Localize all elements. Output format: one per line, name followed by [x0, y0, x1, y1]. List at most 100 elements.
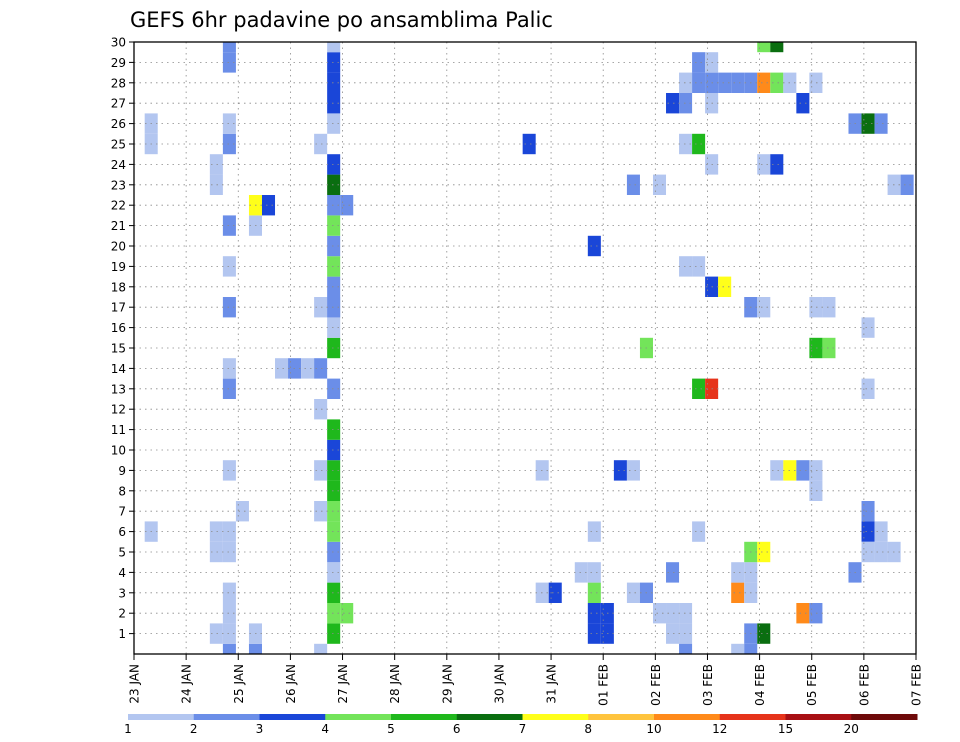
precip-cell [861, 521, 875, 542]
precip-cell [327, 276, 341, 297]
precip-cell [822, 337, 836, 359]
precip-cell [327, 521, 341, 542]
precip-cell [679, 133, 693, 155]
precip-cell [314, 399, 328, 420]
precip-cell [861, 541, 875, 563]
colorbar-swatch [785, 714, 852, 720]
precip-cell [327, 113, 341, 134]
precip-cell [327, 623, 341, 644]
y-tick-label: 23 [111, 178, 126, 192]
precip-cell [222, 643, 236, 654]
precip-cell [652, 603, 667, 624]
y-tick-label: 20 [111, 240, 126, 254]
x-tick-label: 23 JAN [128, 664, 142, 704]
precip-cell [692, 521, 706, 542]
precip-cell [222, 603, 236, 624]
precip-cell [796, 603, 810, 624]
colorbar-label: 6 [453, 722, 461, 736]
precip-cell [275, 358, 289, 379]
x-tick-label: 07 FEB [910, 664, 924, 706]
precip-cell [692, 133, 706, 155]
precip-cell [209, 174, 223, 195]
x-tick-label: 26 JAN [284, 664, 298, 704]
y-tick-label: 11 [111, 423, 126, 437]
precip-cell [731, 643, 745, 654]
y-tick-label: 14 [111, 362, 126, 376]
precip-cell [327, 501, 341, 522]
precip-cell [327, 256, 341, 277]
precip-cell [314, 133, 328, 155]
precip-cell [522, 133, 536, 155]
y-tick-label: 13 [111, 382, 126, 396]
precip-cell [809, 480, 823, 501]
precip-cell [666, 93, 680, 114]
y-tick-label: 3 [118, 586, 126, 600]
precip-cell [327, 378, 341, 399]
precip-cell [587, 623, 601, 644]
y-tick-label: 15 [111, 342, 126, 356]
precip-cell [744, 643, 758, 654]
precip-cell [222, 582, 236, 603]
precip-cell [587, 562, 601, 583]
precip-cell [692, 72, 706, 93]
precip-cell [327, 582, 341, 603]
precip-cell [574, 562, 588, 583]
colorbar-label: 20 [844, 722, 859, 736]
colorbar-label: 3 [256, 722, 264, 736]
precip-cell [861, 378, 875, 399]
precip-cell [209, 154, 223, 175]
precip-cell [327, 72, 341, 93]
colorbar-swatch [654, 714, 721, 720]
x-tick-label: 29 JAN [440, 664, 454, 704]
precip-cell [809, 72, 823, 93]
y-tick-label: 25 [111, 138, 126, 152]
colorbar-swatch [719, 714, 786, 720]
y-tick-label: 5 [118, 546, 126, 560]
precip-cell [770, 460, 784, 481]
precip-cell [222, 113, 236, 134]
precip-cell [796, 93, 810, 114]
precip-cell [301, 358, 315, 379]
precip-cell [757, 623, 771, 644]
precip-cell [652, 174, 667, 195]
colorbar-label: 10 [646, 722, 661, 736]
precip-cell [222, 42, 236, 53]
colorbar-legend: 1 2 3 4 5 6 7 8 10 12 15 20 [124, 714, 918, 736]
precip-cell [548, 582, 562, 603]
x-tick-label: 02 FEB [649, 664, 663, 706]
precip-cell [731, 582, 745, 603]
colorbar-label: 12 [712, 722, 727, 736]
precip-cell [209, 623, 223, 644]
precip-cell [809, 297, 823, 318]
colorbar-label: 1 [124, 722, 132, 736]
precip-cell [874, 521, 888, 542]
precip-cell [327, 235, 341, 257]
y-tick-label: 17 [111, 301, 126, 315]
precip-cell [809, 603, 823, 624]
precip-cell [626, 174, 640, 195]
precip-cell [587, 603, 601, 624]
precip-cell [679, 72, 693, 93]
precip-cell [757, 154, 771, 175]
precip-cell [222, 623, 236, 644]
precip-cell [327, 480, 341, 501]
precip-cell [666, 562, 680, 583]
precip-cell [327, 174, 341, 195]
precip-cell [340, 195, 354, 216]
precip-cell [327, 439, 341, 461]
x-tick-label: 25 JAN [232, 664, 246, 704]
precip-cell [757, 541, 771, 563]
precip-cell [626, 582, 640, 603]
y-tick-label: 29 [111, 56, 126, 70]
precip-cell [248, 643, 262, 654]
y-tick-label: 16 [111, 321, 126, 335]
colorbar-swatch [522, 714, 589, 720]
y-tick-label: 30 [111, 36, 126, 50]
y-tick-label: 27 [111, 97, 126, 111]
colorbar-label: 15 [778, 722, 793, 736]
y-tick-label: 6 [118, 525, 126, 539]
precip-cell [222, 378, 236, 399]
y-axis: 1234567891011121314151617181920212223242… [111, 36, 134, 641]
precip-cell [679, 643, 693, 654]
